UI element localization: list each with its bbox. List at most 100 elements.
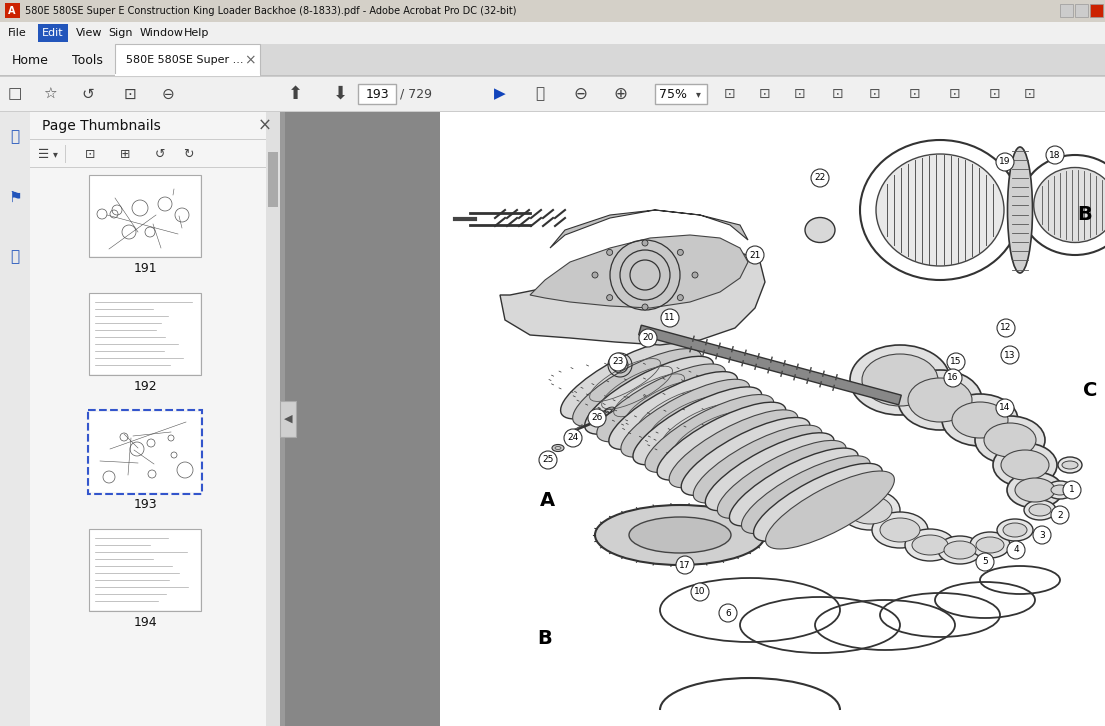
Ellipse shape: [975, 416, 1045, 464]
Bar: [0, 112, 1105, 726]
Bar: [0, 44, 60, 76]
Text: 13: 13: [1004, 351, 1015, 359]
Text: B: B: [538, 629, 552, 648]
Text: □: □: [8, 86, 22, 102]
Ellipse shape: [1051, 485, 1069, 495]
Ellipse shape: [717, 441, 846, 518]
Ellipse shape: [983, 423, 1036, 457]
Text: ⬇: ⬇: [333, 85, 348, 103]
Bar: [440, 112, 1105, 726]
Bar: [30, 112, 280, 726]
Text: Sign: Sign: [108, 28, 133, 38]
Ellipse shape: [766, 471, 894, 549]
Circle shape: [1051, 506, 1069, 524]
Circle shape: [1007, 541, 1025, 559]
Text: ⧉: ⧉: [10, 129, 20, 144]
Ellipse shape: [908, 378, 972, 422]
Circle shape: [539, 451, 557, 469]
Circle shape: [677, 295, 683, 301]
Text: C: C: [1083, 380, 1097, 399]
Text: 1: 1: [1070, 486, 1075, 494]
Text: 26: 26: [591, 414, 602, 423]
Bar: [0, 112, 30, 726]
Circle shape: [1001, 346, 1019, 364]
Bar: [115, 44, 260, 76]
Text: Tools: Tools: [72, 54, 103, 67]
Ellipse shape: [1034, 168, 1105, 242]
Circle shape: [996, 153, 1014, 171]
Circle shape: [588, 409, 606, 427]
Ellipse shape: [594, 505, 765, 565]
Circle shape: [944, 369, 962, 387]
Text: 580E 580SE Super E Construction King Loader Backhoe (8-1833).pdf - Adobe Acrobat: 580E 580SE Super E Construction King Loa…: [25, 6, 516, 16]
Ellipse shape: [872, 512, 928, 548]
Text: View: View: [76, 28, 103, 38]
Text: ☰: ☰: [39, 147, 50, 160]
Ellipse shape: [1008, 147, 1032, 273]
Text: 580E 580SE Super ...: 580E 580SE Super ...: [126, 55, 244, 65]
Text: 5: 5: [982, 558, 988, 566]
Bar: [0, 75, 1105, 76]
Ellipse shape: [976, 537, 1004, 553]
Bar: [90, 293, 201, 375]
Polygon shape: [639, 325, 902, 405]
Bar: [60, 44, 115, 76]
Ellipse shape: [657, 402, 786, 480]
Circle shape: [692, 272, 698, 278]
Bar: [655, 84, 707, 104]
Circle shape: [609, 353, 627, 371]
Text: ⊡: ⊡: [832, 87, 844, 101]
Ellipse shape: [1007, 472, 1063, 508]
Ellipse shape: [552, 444, 564, 452]
Bar: [1075, 4, 1088, 17]
Text: 2: 2: [1057, 510, 1063, 520]
Text: Home: Home: [11, 54, 49, 67]
Bar: [30, 167, 280, 168]
Ellipse shape: [862, 354, 938, 406]
Ellipse shape: [1029, 504, 1051, 516]
Text: B: B: [1077, 205, 1093, 224]
Text: 15: 15: [950, 357, 961, 367]
Ellipse shape: [905, 529, 955, 561]
Bar: [358, 84, 396, 104]
Circle shape: [976, 553, 994, 571]
Ellipse shape: [629, 517, 732, 553]
Circle shape: [1046, 146, 1064, 164]
Text: ☆: ☆: [43, 86, 56, 102]
Text: 14: 14: [999, 404, 1011, 412]
Text: Page Thumbnails: Page Thumbnails: [42, 119, 160, 133]
Text: 17: 17: [680, 560, 691, 569]
Circle shape: [639, 329, 657, 347]
Text: 12: 12: [1000, 324, 1012, 333]
Bar: [280, 401, 296, 437]
Text: 75%: 75%: [659, 88, 687, 100]
Text: ⊡: ⊡: [909, 87, 920, 101]
Text: ⊡: ⊡: [794, 87, 806, 101]
Text: ⊡: ⊡: [870, 87, 881, 101]
Text: A: A: [539, 491, 555, 510]
Bar: [90, 412, 200, 492]
Ellipse shape: [621, 379, 749, 457]
Ellipse shape: [850, 345, 950, 415]
Bar: [0, 22, 1105, 44]
Ellipse shape: [645, 394, 773, 473]
Bar: [90, 529, 201, 611]
Text: A: A: [8, 6, 15, 16]
Bar: [30, 140, 280, 168]
Ellipse shape: [944, 541, 976, 559]
Ellipse shape: [970, 532, 1010, 558]
Bar: [266, 112, 280, 726]
Polygon shape: [550, 210, 748, 248]
Ellipse shape: [670, 410, 798, 488]
Ellipse shape: [1057, 457, 1082, 473]
Text: 📎: 📎: [10, 250, 20, 264]
Circle shape: [996, 399, 1014, 417]
Bar: [38, 24, 69, 42]
Circle shape: [661, 309, 678, 327]
Ellipse shape: [1024, 500, 1056, 520]
Ellipse shape: [898, 370, 982, 430]
Ellipse shape: [1003, 523, 1027, 537]
Text: 193: 193: [365, 88, 389, 100]
Bar: [269, 152, 278, 207]
Ellipse shape: [993, 443, 1057, 487]
